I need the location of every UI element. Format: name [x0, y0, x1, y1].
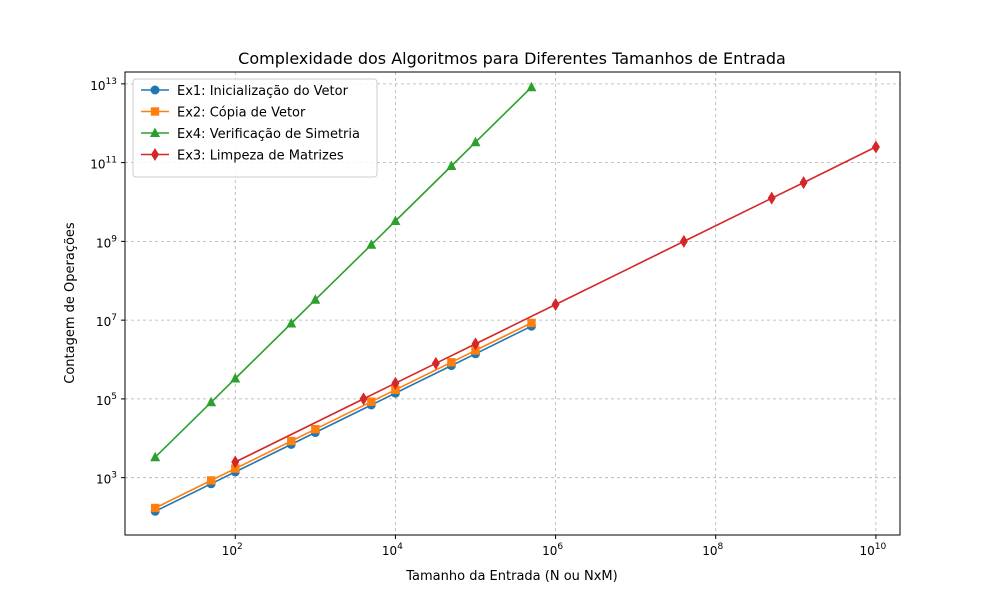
data-point [366, 239, 377, 249]
x-tick-base: 10 [222, 544, 237, 558]
data-point [286, 318, 297, 328]
data-point [391, 376, 400, 390]
legend: Ex1: Inicialização do Vetor Ex2: Cópia de… [132, 78, 378, 178]
y-tick-exponent: 5 [111, 392, 117, 402]
data-point [287, 436, 296, 446]
legend-item: Ex3: Limpeza de Matrizes [141, 148, 344, 164]
legend-marker [150, 127, 160, 137]
y-tick-base: 10 [96, 394, 111, 408]
data-point [367, 397, 376, 406]
data-point [230, 372, 241, 383]
legend-label: Ex3: Limpeza de Matrizes [177, 149, 344, 164]
y-tick-label: 105 [96, 392, 117, 408]
x-tick-label: 1010 [860, 542, 887, 558]
x-tick-exponent: 10 [875, 542, 887, 552]
legend-marker [151, 148, 159, 161]
y-tick-label: 109 [96, 234, 117, 250]
data-point [767, 191, 776, 205]
x-tick-exponent: 2 [237, 542, 243, 552]
data-point [526, 81, 537, 92]
series-line [154, 86, 533, 458]
series-line [154, 325, 532, 513]
data-point [206, 396, 217, 407]
x-tick-exponent: 4 [397, 542, 403, 552]
series-3 [150, 81, 537, 462]
legend-box [132, 78, 378, 178]
data-point [679, 234, 688, 248]
data-point [206, 476, 216, 485]
x-tick-exponent: 8 [718, 542, 724, 552]
series-line [234, 146, 877, 463]
legend-label: Ex1: Inicialização do Vetor [177, 84, 349, 99]
series-line [154, 322, 532, 509]
legend-item: Ex1: Inicialização do Vetor [141, 84, 349, 99]
x-tick-label: 104 [382, 542, 403, 558]
legend-label: Ex2: Cópia de Vetor [177, 106, 306, 121]
chart-title: Complexidade dos Algoritmos para Diferen… [238, 49, 786, 68]
data-point [871, 140, 880, 154]
y-tick-exponent: 3 [111, 471, 117, 481]
y-tick-base: 10 [96, 315, 111, 329]
data-point [446, 160, 457, 171]
y-tick-exponent: 9 [111, 234, 117, 244]
y-tick-base: 10 [90, 79, 105, 93]
y-tick-label: 1013 [90, 77, 117, 93]
x-tick-base: 10 [542, 544, 557, 558]
series-4 [231, 140, 880, 469]
data-point [390, 215, 401, 225]
legend-marker [150, 107, 160, 116]
x-axis-label: Tamanho da Entrada (N ou NxM) [405, 569, 617, 584]
x-tick-exponent: 6 [557, 542, 563, 552]
x-tick-base: 10 [702, 544, 717, 558]
y-tick-exponent: 11 [106, 156, 117, 166]
x-tick-base: 10 [382, 544, 397, 558]
y-tick-exponent: 13 [106, 77, 117, 87]
data-point [311, 425, 320, 434]
data-point [431, 356, 440, 370]
data-point [391, 385, 400, 395]
y-tick-exponent: 7 [111, 313, 117, 323]
y-tick-base: 10 [90, 158, 105, 172]
legend-label: Ex4: Verificação de Simetria [177, 127, 360, 142]
data-point [359, 392, 368, 406]
y-tick-base: 10 [96, 236, 111, 250]
data-point [551, 297, 560, 311]
data-point [471, 346, 480, 355]
data-point [799, 176, 808, 190]
y-axis-label: Contagem de Operações [63, 222, 78, 384]
series-2 [150, 318, 536, 513]
y-tick-label: 1011 [90, 156, 117, 172]
data-point [471, 337, 480, 351]
y-tick-label: 107 [96, 313, 117, 329]
legend-item: Ex2: Cópia de Vetor [141, 106, 306, 121]
y-tick-base: 10 [96, 473, 111, 487]
data-point [231, 464, 240, 473]
series-layer [150, 81, 880, 516]
x-tick-label: 106 [542, 542, 563, 558]
legend-item: Ex4: Verificação de Simetria [141, 127, 360, 142]
data-point [231, 455, 240, 469]
data-point [150, 503, 160, 513]
data-point [310, 294, 321, 304]
data-point [527, 318, 536, 328]
plot-frame [124, 71, 901, 536]
x-tick-label: 102 [222, 542, 243, 558]
data-point [470, 136, 481, 147]
x-tick-label: 108 [702, 542, 723, 558]
data-point [447, 358, 456, 367]
x-tick-base: 10 [860, 544, 875, 558]
legend-marker [150, 85, 160, 95]
y-tick-label: 103 [96, 471, 117, 487]
data-point [150, 451, 161, 462]
